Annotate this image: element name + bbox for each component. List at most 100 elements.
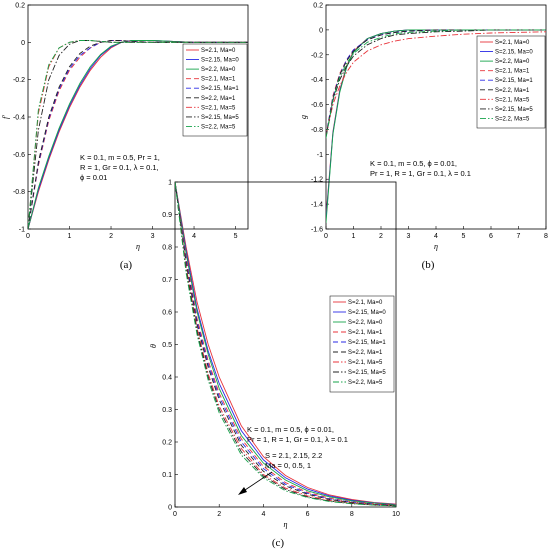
y-tick-label: 0.6 bbox=[162, 310, 172, 317]
legend-entry: S=2.2, Ma=1 bbox=[495, 88, 530, 94]
annotation-text: K = 0.1, m = 0.5, Pr = 1, bbox=[80, 153, 160, 162]
x-tick-label: 5 bbox=[462, 233, 466, 240]
y-tick-label: 0.2 bbox=[15, 3, 25, 10]
x-tick-label: 3 bbox=[151, 233, 155, 240]
series-line-6 bbox=[175, 182, 396, 506]
legend-entry: S=2.2, Ma=1 bbox=[348, 350, 383, 356]
series-line-7 bbox=[326, 31, 546, 136]
x-axis-label: η bbox=[284, 520, 288, 529]
y-tick-label: 0.2 bbox=[162, 440, 172, 447]
legend-entry: S=2.1, Ma=5 bbox=[201, 105, 236, 111]
x-tick-label: 8 bbox=[544, 233, 548, 240]
legend-entry: S=2.1, Ma=5 bbox=[495, 97, 530, 103]
y-axis-label: g bbox=[299, 115, 308, 119]
y-tick-label: -0.2 bbox=[311, 52, 323, 59]
y-tick-label: -0.8 bbox=[13, 189, 25, 196]
annotation-text: K = 0.1, m = 0.5, ϕ = 0.01, bbox=[370, 159, 457, 168]
x-tick-label: 5 bbox=[234, 233, 238, 240]
x-tick-label: 3 bbox=[407, 233, 411, 240]
legend-entry: S=2.15, Ma=5 bbox=[495, 107, 533, 113]
x-tick-label: 0 bbox=[173, 511, 177, 518]
legend-entry: S=2.15, Ma=1 bbox=[495, 78, 533, 84]
figure-caption: (c) bbox=[272, 537, 285, 549]
y-tick-label: 0.7 bbox=[162, 277, 172, 284]
x-tick-label: 2 bbox=[217, 511, 221, 518]
legend-entry: S=2.15, Ma=5 bbox=[348, 370, 386, 376]
figure-caption: (b) bbox=[422, 259, 435, 271]
y-tick-label: -1.2 bbox=[311, 177, 323, 184]
x-tick-label: 10 bbox=[392, 511, 400, 518]
annotation-text: K = 0.1, m = 0.5, ϕ = 0.01, bbox=[247, 425, 334, 434]
legend-entry: S=2.15, Ma=1 bbox=[348, 340, 386, 346]
x-tick-label: 7 bbox=[517, 233, 521, 240]
legend-entry: S=2.2, Ma=5 bbox=[348, 380, 383, 386]
y-tick-label: 0.8 bbox=[162, 245, 172, 252]
x-tick-label: 8 bbox=[350, 511, 354, 518]
y-tick-label: 0.2 bbox=[313, 3, 323, 10]
legend-entry: S=2.15, Ma=0 bbox=[201, 58, 239, 64]
series-line-8 bbox=[326, 29, 546, 137]
chart-1: 0 1 2 3 4 5 -1 -0.8 -0.6 -0.4 -0.2 0 0.2 η f′ S=2.1, Ma… bbox=[1, 3, 249, 271]
y-tick-label: -1 bbox=[317, 152, 323, 159]
x-tick-label: 4 bbox=[434, 233, 438, 240]
y-tick-label: -0.6 bbox=[13, 152, 25, 159]
x-tick-label: 1 bbox=[352, 233, 356, 240]
legend-entry: S=2.1, Ma=0 bbox=[348, 300, 383, 306]
y-tick-label: -1.4 bbox=[311, 202, 323, 209]
y-axis-label: θ bbox=[149, 344, 158, 348]
series-line-2 bbox=[175, 182, 396, 505]
y-tick-label: -0.4 bbox=[13, 115, 25, 122]
annotation-text: Pr = 1, R = 1, Gr = 0.1, λ = 0.1 bbox=[370, 169, 471, 178]
legend-entry: S=2.15, Ma=0 bbox=[495, 50, 533, 56]
annotation-text: Pr = 1, R = 1, Gr = 0.1, λ = 0.1 bbox=[247, 435, 348, 444]
chart-2: 0 1 2 3 4 5 6 7 8 -1.6 -1.4 -1.2 -1 -0.8 -0.6 -0.4 -0.2 0… bbox=[299, 3, 548, 272]
annotation-text: ϕ = 0.01 bbox=[80, 173, 107, 182]
y-tick-label: -0.2 bbox=[13, 77, 25, 84]
y-tick-label: 0.5 bbox=[162, 342, 172, 349]
x-tick-label: 2 bbox=[379, 233, 383, 240]
x-tick-label: 1 bbox=[68, 233, 72, 240]
figure-caption: (a) bbox=[120, 259, 133, 271]
y-tick-label: 0.4 bbox=[162, 375, 172, 382]
y-tick-label: 0 bbox=[21, 40, 25, 47]
y-tick-label: 0.9 bbox=[162, 212, 172, 219]
chart-3: 0 2 4 6 8 1000.10.20.30.40.50.60.70.80.91ηθS=… bbox=[149, 180, 400, 550]
annotation-text: R = 1, Gr = 0.1, λ = 0.1, bbox=[80, 163, 159, 172]
y-tick-label: -0.8 bbox=[311, 127, 323, 134]
x-tick-label: 4 bbox=[261, 511, 265, 518]
legend-entry: S=2.1, Ma=0 bbox=[201, 48, 236, 54]
x-axis-label: η bbox=[136, 242, 140, 251]
y-tick-label: -1.6 bbox=[311, 227, 323, 234]
arrow-head bbox=[238, 487, 247, 495]
series-line-6 bbox=[326, 29, 546, 137]
y-tick-label: 0.3 bbox=[162, 407, 172, 414]
x-tick-label: 4 bbox=[192, 233, 196, 240]
legend-entry: S=2.15, Ma=0 bbox=[348, 310, 386, 316]
annotation-text: Ma = 0, 0.5, 1 bbox=[265, 461, 311, 470]
y-tick-label: -0.6 bbox=[311, 102, 323, 109]
y-tick-label: 0 bbox=[168, 505, 172, 512]
x-tick-label: 6 bbox=[306, 511, 310, 518]
series-line-3 bbox=[175, 182, 396, 506]
legend-entry: S=2.15, Ma=5 bbox=[201, 115, 239, 121]
y-tick-label: -1 bbox=[19, 227, 25, 234]
legend-entry: S=2.1, Ma=5 bbox=[348, 360, 383, 366]
legend-entry: S=2.2, Ma=0 bbox=[348, 320, 383, 326]
legend-entry: S=2.2, Ma=5 bbox=[495, 116, 530, 122]
y-axis-label: f′ bbox=[1, 115, 10, 119]
y-tick-label: -0.4 bbox=[311, 77, 323, 84]
legend-entry: S=2.1, Ma=0 bbox=[495, 40, 530, 46]
legend-entry: S=2.2, Ma=0 bbox=[495, 59, 530, 65]
series-line-9 bbox=[28, 40, 248, 229]
legend-entry: S=2.1, Ma=1 bbox=[495, 69, 530, 75]
x-tick-label: 0 bbox=[324, 233, 328, 240]
series-line-1 bbox=[175, 182, 396, 505]
x-tick-label: 6 bbox=[489, 233, 493, 240]
y-tick-label: 0 bbox=[319, 27, 323, 34]
series-line-9 bbox=[326, 29, 546, 139]
y-tick-label: 1 bbox=[168, 180, 172, 187]
series-line-4 bbox=[175, 182, 396, 506]
legend-entry: S=2.15, Ma=1 bbox=[201, 86, 239, 92]
legend-entry: S=2.2, Ma=5 bbox=[201, 124, 236, 130]
